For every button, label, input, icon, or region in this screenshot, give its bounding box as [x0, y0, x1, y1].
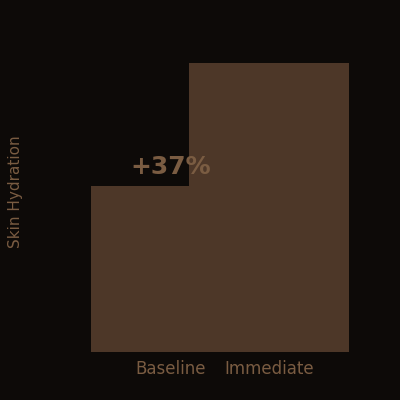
Text: Skin Hydration: Skin Hydration — [8, 136, 24, 248]
Bar — [190, 63, 350, 352]
Text: +37%: +37% — [130, 155, 211, 179]
Bar — [90, 186, 250, 352]
